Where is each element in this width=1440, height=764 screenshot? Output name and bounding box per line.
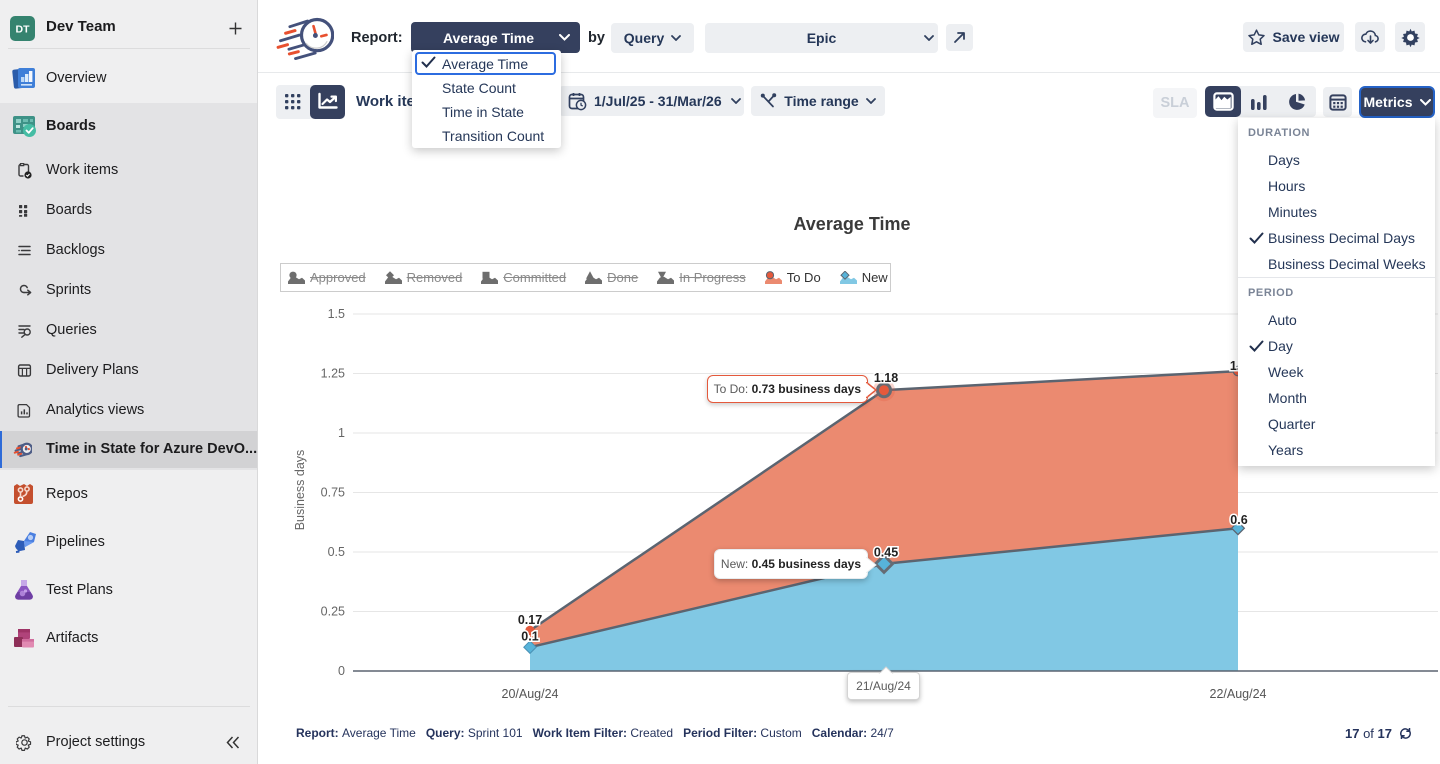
svg-text:Business days: Business days [293, 450, 307, 531]
svg-text:20/Aug/24: 20/Aug/24 [502, 687, 559, 701]
svg-text:0.5: 0.5 [328, 545, 345, 559]
svg-text:1.25: 1.25 [321, 367, 345, 381]
svg-text:0.75: 0.75 [321, 486, 345, 500]
svg-text:1.5: 1.5 [328, 307, 345, 321]
svg-text:0.45: 0.45 [874, 546, 898, 560]
svg-text:1.18: 1.18 [874, 371, 898, 385]
svg-text:0.25: 0.25 [321, 605, 345, 619]
svg-text:DT: DT [16, 24, 31, 36]
svg-text:0.17: 0.17 [518, 613, 542, 627]
svg-text:0.6: 0.6 [1230, 513, 1247, 527]
svg-text:0.1: 0.1 [521, 630, 538, 644]
svg-text:1: 1 [338, 426, 345, 440]
svg-text:0: 0 [338, 664, 345, 678]
svg-text:22/Aug/24: 22/Aug/24 [1210, 687, 1267, 701]
